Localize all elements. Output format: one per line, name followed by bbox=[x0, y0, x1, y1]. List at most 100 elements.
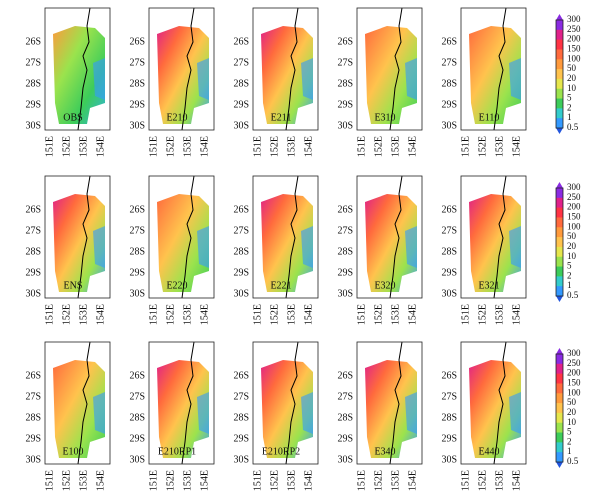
panel-label: E320 bbox=[374, 280, 395, 291]
coastline bbox=[285, 341, 299, 465]
lat-tick-label: 26S bbox=[337, 204, 353, 215]
lat-tick-label: 26S bbox=[441, 370, 457, 381]
precip-field bbox=[53, 360, 105, 458]
lat-tick-label: 27S bbox=[129, 391, 145, 402]
lat-tick-label: 27S bbox=[233, 225, 249, 236]
map-frame bbox=[44, 175, 111, 299]
colorbar-label: 5 bbox=[567, 427, 572, 437]
lat-tick-label: 29S bbox=[441, 267, 457, 278]
coastline bbox=[493, 175, 507, 299]
lat-tick-label: 30S bbox=[233, 454, 249, 465]
colorbar-cap bbox=[556, 462, 563, 468]
lat-tick-label: 28S bbox=[337, 412, 353, 423]
lon-tick-label: 153E bbox=[494, 304, 505, 325]
lon-tick-label: 152E bbox=[477, 470, 488, 491]
map-frame bbox=[252, 175, 319, 299]
coastline bbox=[77, 175, 91, 299]
lat-tick-label: 27S bbox=[233, 391, 249, 402]
precip-field bbox=[197, 58, 209, 100]
lon-tick-label: 154E bbox=[303, 470, 314, 491]
coastline bbox=[181, 7, 195, 131]
panel-label: ENS bbox=[64, 280, 83, 291]
lat-tick-label: 26S bbox=[337, 36, 353, 47]
colorbar-segment bbox=[556, 237, 563, 248]
colorbar-segment bbox=[556, 197, 563, 209]
lon-tick-label: 152E bbox=[477, 136, 488, 157]
colorbar-segment bbox=[556, 188, 563, 199]
colorbar-segment bbox=[556, 118, 563, 129]
colorbar-frame bbox=[555, 187, 564, 297]
panel-label: E100 bbox=[62, 446, 83, 457]
map-frame bbox=[356, 341, 423, 465]
coastline bbox=[389, 341, 403, 465]
coastline bbox=[493, 341, 507, 465]
lat-tick-label: 27S bbox=[441, 391, 457, 402]
map-frame bbox=[356, 7, 423, 131]
lat-tick-label: 26S bbox=[233, 204, 249, 215]
colorbar-frame bbox=[555, 19, 564, 129]
colorbar-label: 50 bbox=[567, 231, 577, 241]
precip-field bbox=[197, 392, 209, 434]
precip-field bbox=[469, 360, 521, 458]
colorbar-segment bbox=[556, 39, 563, 50]
colorbar-segment bbox=[556, 393, 563, 404]
panel-label: E210 bbox=[166, 112, 187, 123]
colorbar-label: 1 bbox=[567, 446, 572, 456]
map-frame bbox=[148, 175, 215, 299]
colorbar-segment bbox=[556, 266, 563, 277]
lat-tick-label: 27S bbox=[25, 391, 41, 402]
colorbar-segment bbox=[556, 432, 563, 443]
lon-tick-label: 151E bbox=[44, 304, 55, 325]
lon-tick-label: 152E bbox=[269, 304, 280, 325]
coastline bbox=[181, 341, 195, 465]
lat-tick-label: 28S bbox=[129, 246, 145, 257]
lon-tick-label: 153E bbox=[78, 470, 89, 491]
lon-tick-label: 153E bbox=[182, 136, 193, 157]
lon-tick-label: 152E bbox=[165, 304, 176, 325]
lon-tick-label: 151E bbox=[148, 304, 159, 325]
lat-tick-label: 29S bbox=[129, 267, 145, 278]
lon-tick-label: 154E bbox=[407, 304, 418, 325]
precip-field bbox=[509, 58, 521, 100]
colorbar-label: 300 bbox=[567, 348, 581, 358]
lon-tick-label: 152E bbox=[165, 136, 176, 157]
lon-tick-label: 154E bbox=[511, 304, 522, 325]
lat-tick-label: 30S bbox=[25, 454, 41, 465]
panel-label: E440 bbox=[478, 446, 499, 457]
colorbar-segment bbox=[556, 383, 563, 394]
lon-tick-label: 151E bbox=[252, 136, 263, 157]
lat-tick-label: 30S bbox=[441, 288, 457, 299]
lon-tick-label: 152E bbox=[61, 136, 72, 157]
lat-tick-label: 29S bbox=[129, 99, 145, 110]
lon-tick-label: 154E bbox=[95, 304, 106, 325]
lat-tick-label: 30S bbox=[337, 454, 353, 465]
lon-tick-label: 153E bbox=[78, 304, 89, 325]
lat-tick-label: 27S bbox=[337, 57, 353, 68]
map-frame bbox=[460, 175, 527, 299]
lat-tick-label: 30S bbox=[441, 454, 457, 465]
colorbar-label: 2 bbox=[567, 436, 572, 446]
precip-field bbox=[53, 194, 105, 292]
colorbar-label: 200 bbox=[567, 202, 581, 212]
precip-field bbox=[365, 194, 417, 292]
precip-field bbox=[405, 392, 417, 434]
lat-tick-label: 26S bbox=[129, 204, 145, 215]
lat-tick-label: 27S bbox=[129, 57, 145, 68]
lat-tick-label: 26S bbox=[129, 370, 145, 381]
precip-field bbox=[301, 392, 313, 434]
coastline bbox=[493, 7, 507, 131]
lon-tick-label: 154E bbox=[407, 136, 418, 157]
panel-label: E321 bbox=[478, 280, 499, 291]
colorbar-label: 100 bbox=[567, 221, 581, 231]
lon-tick-label: 154E bbox=[199, 136, 210, 157]
colorbar-segment bbox=[556, 108, 563, 119]
panel-label: E310 bbox=[374, 112, 395, 123]
lat-tick-label: 26S bbox=[129, 36, 145, 47]
lat-tick-label: 28S bbox=[25, 78, 41, 89]
